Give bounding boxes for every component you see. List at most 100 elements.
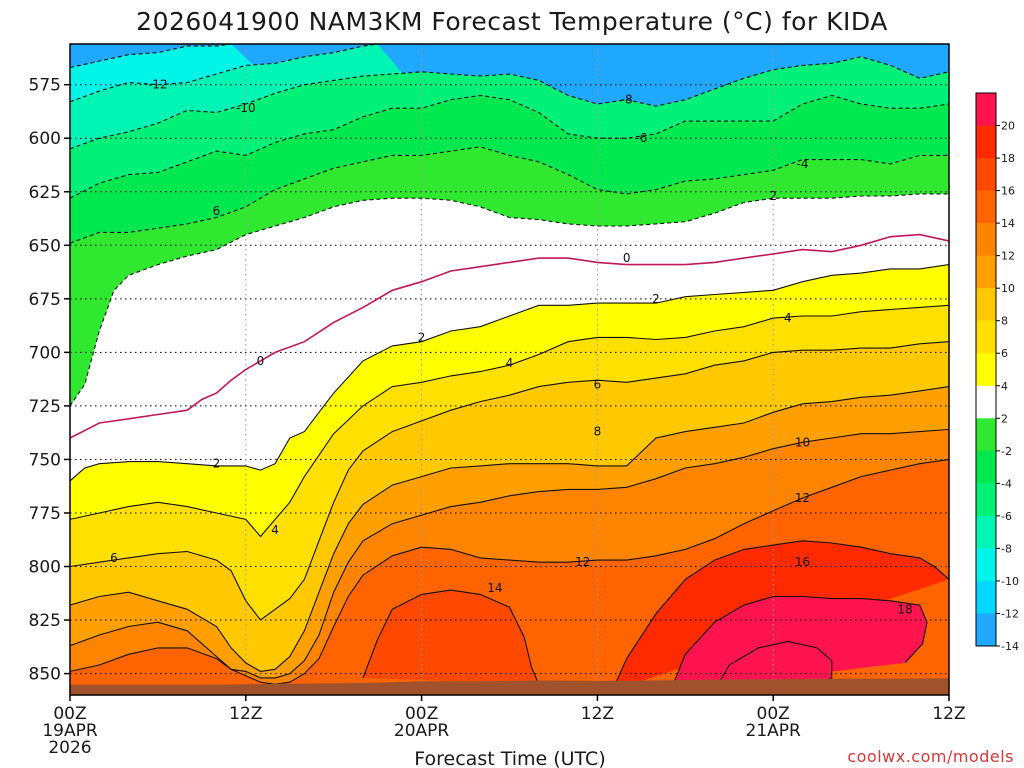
colorbar-swatch bbox=[976, 548, 996, 582]
colorbar-tick-label: 8 bbox=[1001, 315, 1008, 328]
y-tick-label: 675 bbox=[29, 290, 61, 310]
y-tick-label: 600 bbox=[29, 129, 61, 149]
x-tick-label: 20APR bbox=[394, 721, 450, 741]
isotherm-label: 4 bbox=[506, 356, 514, 370]
isotherm-line--12 bbox=[70, 44, 232, 69]
colorbar-tick-label: 6 bbox=[1001, 347, 1008, 360]
colorbar-tick-label: -14 bbox=[1001, 640, 1019, 653]
filled-contours bbox=[70, 44, 949, 695]
contour-fill-20 bbox=[714, 641, 832, 691]
isotherm-line-18 bbox=[670, 595, 928, 691]
x-tick-label: 2026 bbox=[48, 738, 91, 758]
colorbar-tick-label: 4 bbox=[1001, 380, 1008, 393]
isotherm-label: -8 bbox=[621, 93, 633, 107]
isotherm-label: 2 bbox=[418, 330, 426, 344]
colorbar-tick-label: 14 bbox=[1001, 217, 1015, 230]
colorbar-swatch bbox=[976, 515, 996, 549]
y-tick-label: 750 bbox=[29, 450, 61, 470]
colorbar-swatch bbox=[976, 255, 996, 289]
isotherm-line-2 bbox=[70, 264, 949, 482]
colorbar-tick-label: -12 bbox=[1001, 607, 1019, 620]
x-tick-label: 12Z bbox=[229, 704, 262, 724]
isotherm-line-12 bbox=[70, 458, 949, 685]
isotherm-label: 2 bbox=[213, 457, 221, 471]
isotherm-line-16 bbox=[611, 540, 949, 691]
isotherm-line--4 bbox=[70, 146, 949, 244]
isotherm-line-8 bbox=[70, 386, 949, 672]
isotherm-line-14 bbox=[362, 589, 540, 685]
y-axis: 575 600 625 650 675 700 725 750 775 800 825 850 bbox=[29, 76, 70, 685]
colorbar-swatch bbox=[976, 190, 996, 224]
x-tick-label: 12Z bbox=[932, 704, 965, 724]
colorbar-tick-label: 2 bbox=[1001, 412, 1008, 425]
colorbar-swatch bbox=[976, 450, 996, 484]
isotherm-label: -4 bbox=[797, 157, 809, 171]
isotherm-label: 2 bbox=[652, 292, 660, 306]
isotherm-label: 0 bbox=[257, 354, 265, 368]
colorbar-tick-label: 16 bbox=[1001, 185, 1015, 198]
isotherm-label: -10 bbox=[236, 101, 256, 115]
y-tick-label: 575 bbox=[29, 76, 61, 96]
colorbar-tick-label: -8 bbox=[1001, 542, 1012, 555]
x-tick-label: 00Z bbox=[757, 704, 790, 724]
colorbar-swatch bbox=[976, 613, 996, 647]
isotherm-line--10 bbox=[70, 44, 378, 103]
isotherm-line-0 bbox=[70, 233, 949, 439]
isotherm-label: 4 bbox=[784, 311, 792, 325]
credit-link[interactable]: coolwx.com/models bbox=[847, 747, 1014, 766]
colorbar-swatch bbox=[976, 125, 996, 159]
x-tick-label: 00Z bbox=[405, 704, 438, 724]
colorbar-tick-label: -2 bbox=[1001, 445, 1012, 458]
isotherm-label: 2 bbox=[769, 189, 777, 203]
isotherm-label: -6 bbox=[635, 131, 647, 145]
colorbar-swatch bbox=[976, 158, 996, 192]
isotherm-label: 10 bbox=[795, 435, 810, 449]
isotherm-label: -12 bbox=[148, 78, 168, 92]
x-axis-label: Forecast Time (UTC) bbox=[414, 748, 605, 768]
colorbar: 20 18 16 14 12 10 8 6 4 2 -2 -4 -6 -8 -10 -12 -14 bbox=[975, 92, 1019, 653]
colorbar-tick-label: 10 bbox=[1001, 282, 1015, 295]
isotherm-line--8 bbox=[70, 56, 949, 150]
terrain-ground bbox=[70, 678, 949, 695]
plot-frame bbox=[69, 43, 950, 696]
isotherm-lines bbox=[70, 44, 949, 692]
isotherm-label: 12 bbox=[575, 555, 590, 569]
isotherm-label: 0 bbox=[623, 251, 631, 265]
x-tick-label: 19APR bbox=[42, 721, 98, 741]
colorbar-swatch bbox=[976, 483, 996, 517]
colorbar-swatch bbox=[976, 353, 996, 387]
isotherm-label: 16 bbox=[795, 555, 810, 569]
isotherm-label: 8 bbox=[594, 425, 602, 439]
isotherm-line--6 bbox=[70, 94, 949, 199]
colorbar-tick-label: 18 bbox=[1001, 152, 1015, 165]
colorbar-swatch bbox=[976, 223, 996, 257]
colorbar-tick-label: -6 bbox=[1001, 510, 1012, 523]
y-tick-label: 625 bbox=[29, 183, 61, 203]
chart-title: 2026041900 NAM3KM Forecast Temperature (… bbox=[136, 7, 888, 36]
y-tick-label: 725 bbox=[29, 397, 61, 417]
isotherm-labels: -12 -10 -8 -6 -4 6 2 0 0 2 2 2 4 4 4 6 6 8 10 12 12 14 16 18 bbox=[110, 78, 913, 617]
isotherm-label: 6 bbox=[594, 377, 602, 391]
isotherm-label: 4 bbox=[271, 523, 279, 537]
isotherm-line--2 bbox=[70, 193, 949, 407]
isotherm-line-4 bbox=[70, 304, 949, 538]
colorbar-tick-label: -4 bbox=[1001, 477, 1012, 490]
y-tick-label: 800 bbox=[29, 558, 61, 578]
colorbar-swatch bbox=[976, 320, 996, 354]
y-tick-label: 775 bbox=[29, 504, 61, 524]
isotherm-label: 6 bbox=[213, 204, 221, 218]
x-tick-label: 21APR bbox=[746, 721, 802, 741]
colorbar-tick-label: 20 bbox=[1001, 120, 1015, 133]
colorbar-tick-label: -10 bbox=[1001, 575, 1019, 588]
colorbar-swatch bbox=[976, 93, 996, 127]
colorbar-tick-label: 12 bbox=[1001, 250, 1015, 263]
contour-fill-14 bbox=[363, 590, 539, 685]
isotherm-line-20 bbox=[714, 640, 833, 692]
colorbar-swatch bbox=[976, 418, 996, 452]
isotherm-label: 18 bbox=[897, 602, 912, 616]
y-tick-label: 825 bbox=[29, 611, 61, 631]
y-tick-label: 700 bbox=[29, 343, 61, 363]
x-tick-label: 12Z bbox=[581, 704, 614, 724]
